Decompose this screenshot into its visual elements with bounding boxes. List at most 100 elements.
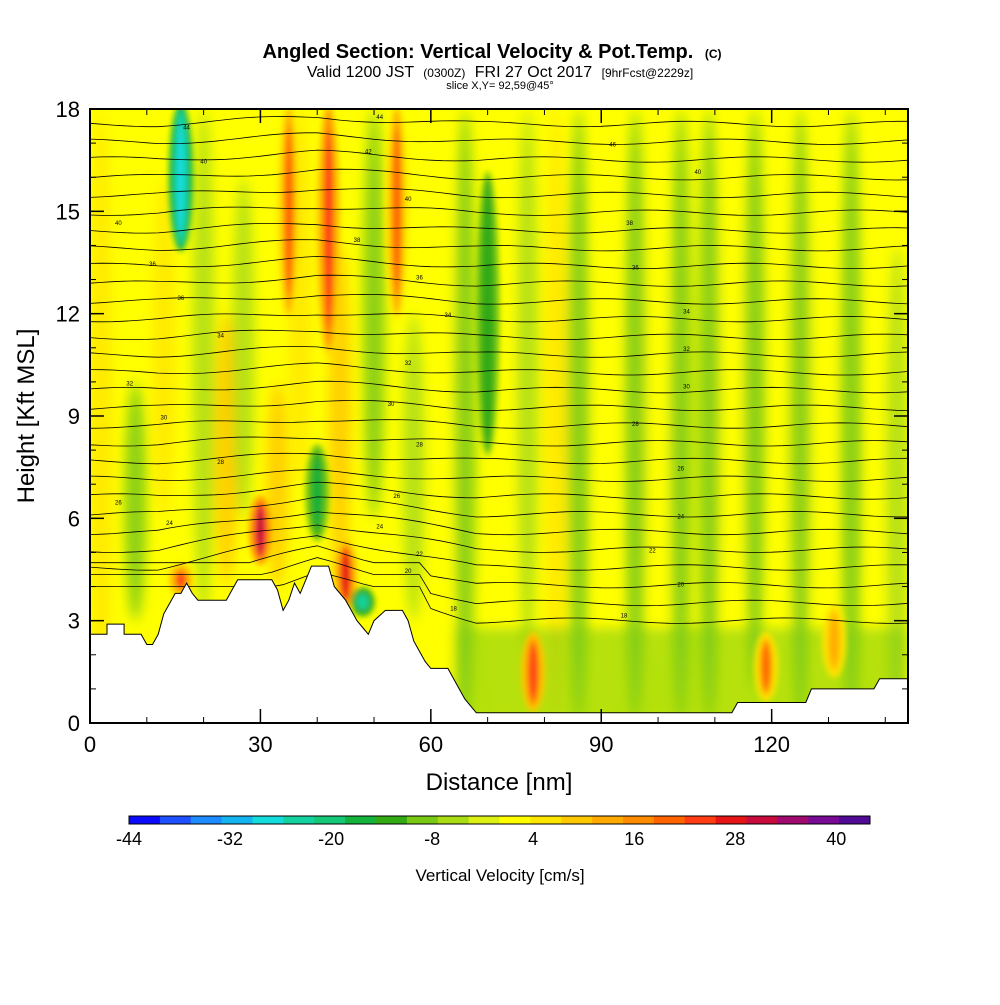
colorbar-swatch bbox=[653, 816, 686, 824]
isentrope-line bbox=[90, 239, 908, 252]
isentrope-line bbox=[90, 436, 908, 447]
colorbar-swatch bbox=[129, 816, 161, 824]
isentrope-line bbox=[90, 557, 908, 607]
velocity-cores bbox=[168, 109, 847, 712]
chart-title-units: (C) bbox=[705, 47, 722, 61]
isentrope-line bbox=[90, 293, 908, 305]
terrain bbox=[90, 565, 908, 723]
isentrope-label: 24 bbox=[677, 514, 684, 520]
colorbar-swatch bbox=[345, 816, 377, 824]
field-band bbox=[363, 109, 386, 519]
subtitle-part: [9hrFcst@2229z] bbox=[602, 66, 694, 80]
colorbar-swatch bbox=[808, 816, 840, 824]
isentrope-line bbox=[90, 399, 908, 411]
isentrope-label: 24 bbox=[376, 525, 383, 531]
isentrope-line bbox=[90, 313, 908, 323]
isentrope-label: 30 bbox=[683, 385, 690, 391]
isentrope-label: 26 bbox=[393, 494, 400, 500]
isentrope-line bbox=[90, 524, 908, 553]
isentrope-line bbox=[90, 132, 908, 145]
colorbar-swatch bbox=[314, 816, 346, 824]
field-band bbox=[124, 381, 147, 621]
colorbar-tick-label: 4 bbox=[528, 829, 538, 849]
isentrope-label: 34 bbox=[217, 334, 224, 340]
updraft-core bbox=[830, 615, 839, 667]
colorbar-swatch bbox=[376, 816, 408, 824]
isentrope-label: 38 bbox=[354, 238, 361, 244]
isentrope-label: 28 bbox=[416, 443, 423, 449]
colorbar-swatch bbox=[715, 816, 748, 824]
y-tick-label: 15 bbox=[56, 199, 80, 224]
field-band bbox=[669, 109, 692, 723]
colorbar-swatch bbox=[190, 816, 223, 824]
updraft-core bbox=[341, 550, 350, 599]
field-band bbox=[402, 313, 425, 621]
isentrope-line bbox=[90, 571, 908, 624]
field-band bbox=[772, 109, 795, 723]
isentrope-line bbox=[90, 346, 908, 358]
colorbar-swatch bbox=[437, 816, 470, 824]
colorbar-swatch bbox=[746, 816, 778, 824]
chart-title: Angled Section: Vertical Velocity & Pot.… bbox=[262, 41, 721, 63]
isentrope-label: 20 bbox=[677, 583, 684, 589]
isentrope-line bbox=[90, 149, 908, 163]
isentrope-line bbox=[90, 496, 908, 518]
x-axis-label: Distance [nm] bbox=[426, 769, 573, 796]
x-tick-label: 60 bbox=[419, 732, 443, 757]
updraft-core bbox=[392, 126, 401, 297]
isentrope-label: 44 bbox=[183, 125, 190, 131]
field-band bbox=[624, 109, 647, 723]
isentrope-line bbox=[90, 274, 908, 287]
colorbar-tick-label: -8 bbox=[424, 829, 440, 849]
y-tick-label: 6 bbox=[68, 506, 80, 531]
isentrope-label: 34 bbox=[445, 313, 452, 319]
field-band bbox=[516, 109, 539, 655]
field-band bbox=[152, 177, 175, 519]
colorbar-swatch bbox=[777, 816, 809, 824]
x-tick-label: 120 bbox=[753, 732, 790, 757]
downdraft-core bbox=[483, 199, 492, 428]
isentrope-line bbox=[90, 206, 908, 216]
isentrope-label: 18 bbox=[450, 606, 457, 612]
isentrope-line bbox=[90, 255, 908, 269]
isentrope-label: 28 bbox=[632, 422, 639, 428]
colorbar: -44 -32 -20 -8 4 16 28 40 bbox=[116, 815, 871, 849]
plot-area: 44 40 40 36 36 34 32 30 28 26 24 44 42 40 38 36 34 32 30 28… bbox=[90, 109, 908, 723]
y-axis-label: Height [Kft MSL] bbox=[13, 329, 40, 504]
colorbar-tick-label: -44 bbox=[116, 829, 142, 849]
colorbar-tick-label: 40 bbox=[826, 829, 846, 849]
y-tick-label: 12 bbox=[56, 302, 80, 327]
field-band bbox=[789, 109, 812, 723]
isentrope-label: 28 bbox=[217, 460, 224, 466]
isentrope-line bbox=[90, 535, 908, 571]
isentrope-label: 38 bbox=[626, 221, 633, 227]
isentrope-label: 30 bbox=[388, 402, 395, 408]
updraft-core bbox=[324, 128, 333, 328]
downdraft-core bbox=[313, 457, 322, 529]
subtitle-part: (0300Z) bbox=[423, 66, 465, 80]
isentrope-label: 34 bbox=[683, 310, 690, 316]
field-band bbox=[453, 109, 476, 723]
slice-label: slice X,Y= 92,59@45° bbox=[446, 80, 554, 92]
isentrope-line bbox=[90, 469, 908, 482]
isentrope-label: 30 bbox=[161, 415, 168, 421]
isentrope-label: 22 bbox=[416, 552, 423, 558]
colorbar-swatch bbox=[252, 816, 284, 824]
colorbar-swatch bbox=[406, 816, 439, 824]
isentrope-line bbox=[90, 223, 908, 234]
field-band bbox=[215, 313, 238, 587]
field-band bbox=[232, 177, 255, 519]
y-tick-label: 18 bbox=[56, 97, 80, 122]
isentrope-line bbox=[90, 329, 908, 341]
colorbar-swatch bbox=[592, 816, 624, 824]
isentrope-label: 40 bbox=[405, 197, 412, 203]
isentrope-line bbox=[90, 116, 908, 128]
colorbar-tick-label: -32 bbox=[217, 829, 243, 849]
isentrope-line bbox=[99, 109, 781, 110]
isentrope-label: 46 bbox=[609, 143, 616, 149]
field-band bbox=[868, 109, 891, 723]
isentrope-label: 42 bbox=[365, 149, 372, 155]
colorbar-label: Vertical Velocity [cm/s] bbox=[415, 866, 584, 885]
